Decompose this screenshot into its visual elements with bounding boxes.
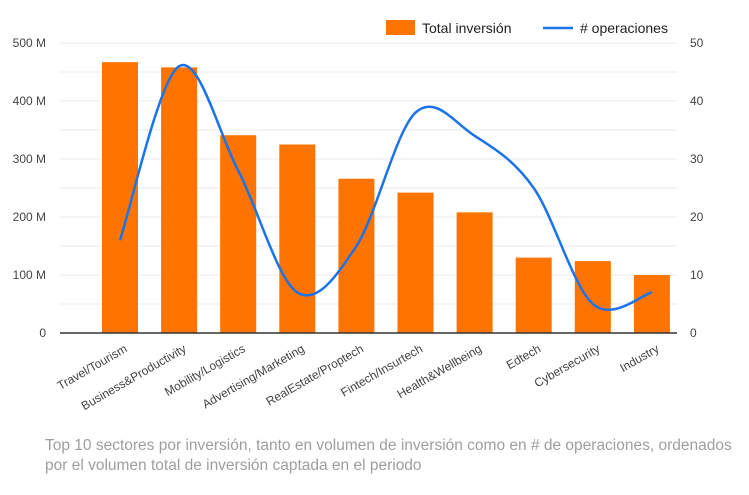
legend-bar-swatch [386,20,415,35]
left-axis-tick-label: 100 M [13,268,46,282]
right-axis-tick-label: 20 [690,210,704,224]
left-axis-tick-label: 300 M [13,152,46,166]
bar-5 [397,192,434,333]
right-axis-tick-label: 40 [690,94,704,108]
bar-1 [161,67,198,334]
x-axis-tick-label: Edtech [504,341,543,372]
bar-4 [338,178,375,333]
bar-9 [633,275,670,333]
left-axis-tick-label: 400 M [13,94,46,108]
left-axis-tick-label: 0 [39,326,46,340]
left-axis-tick-label: 200 M [13,210,46,224]
right-axis-tick-label: 10 [690,268,704,282]
bar-3 [279,144,316,333]
x-axis-tick-label: RealEstate/Proptech [264,341,366,408]
x-axis-tick-label: Industry [617,341,661,374]
bar-8 [574,261,611,333]
right-axis-tick-label: 50 [690,36,704,50]
bar-7 [515,257,552,333]
x-axis-tick-label: Advertising/Marketing [200,341,307,411]
bar-2 [220,135,257,333]
chart-caption: Top 10 sectores por inversión, tanto en … [45,437,732,474]
legend-label-operaciones: # operaciones [580,20,668,36]
legend-label-total-inversion: Total inversión [422,20,512,36]
operations-line [118,63,653,312]
bar-6 [456,212,493,333]
right-axis-tick-label: 30 [690,152,704,166]
left-axis-tick-label: 500 M [13,36,46,50]
right-axis-tick-label: 0 [690,326,697,340]
x-axis-tick-label: Cybersecurity [532,341,603,390]
x-axis-tick-label: Business&Productivity [79,341,189,412]
